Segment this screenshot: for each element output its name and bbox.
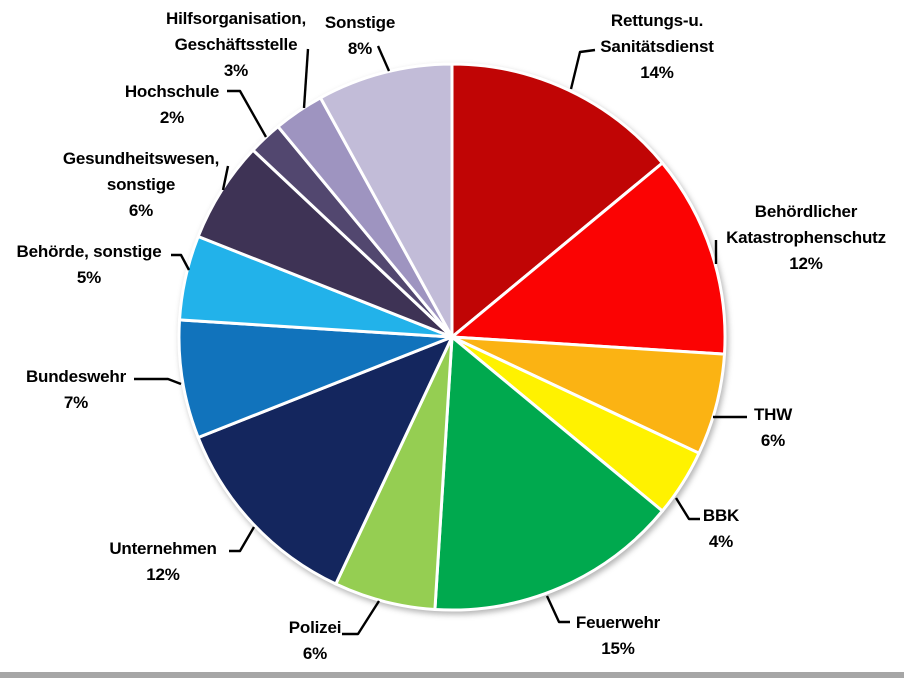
pie-slices-group [177, 62, 727, 612]
leader-lines-group [134, 45, 747, 636]
pie-slice-sonstige [319, 62, 454, 339]
leader-line-hilfsorganisation-geschaeftsstelle [302, 48, 310, 109]
leader-line-unternehmen [229, 526, 256, 553]
leader-line-rettungs-sanitaetsdienst [569, 48, 596, 90]
leader-line-bbk [674, 497, 700, 521]
pie-slice-rettungs-sanitaetsdienst [450, 62, 664, 339]
leader-line-sonstige [376, 45, 391, 72]
pie-slice-behoerdlicher-katastrophenschutz [450, 161, 727, 356]
leader-line-gesundheitswesen-sonstige [221, 165, 230, 191]
leader-line-bundeswehr [134, 377, 182, 386]
leader-line-polizei [342, 600, 381, 636]
leader-line-behoerde-sonstige [171, 253, 191, 271]
pie-slice-unternehmen [196, 335, 454, 586]
bottom-divider [0, 672, 904, 678]
leader-line-feuerwehr [545, 595, 570, 624]
pie-slice-bundeswehr [177, 318, 454, 439]
pie-slice-feuerwehr [433, 335, 664, 612]
leader-line-hochschule [227, 89, 268, 138]
